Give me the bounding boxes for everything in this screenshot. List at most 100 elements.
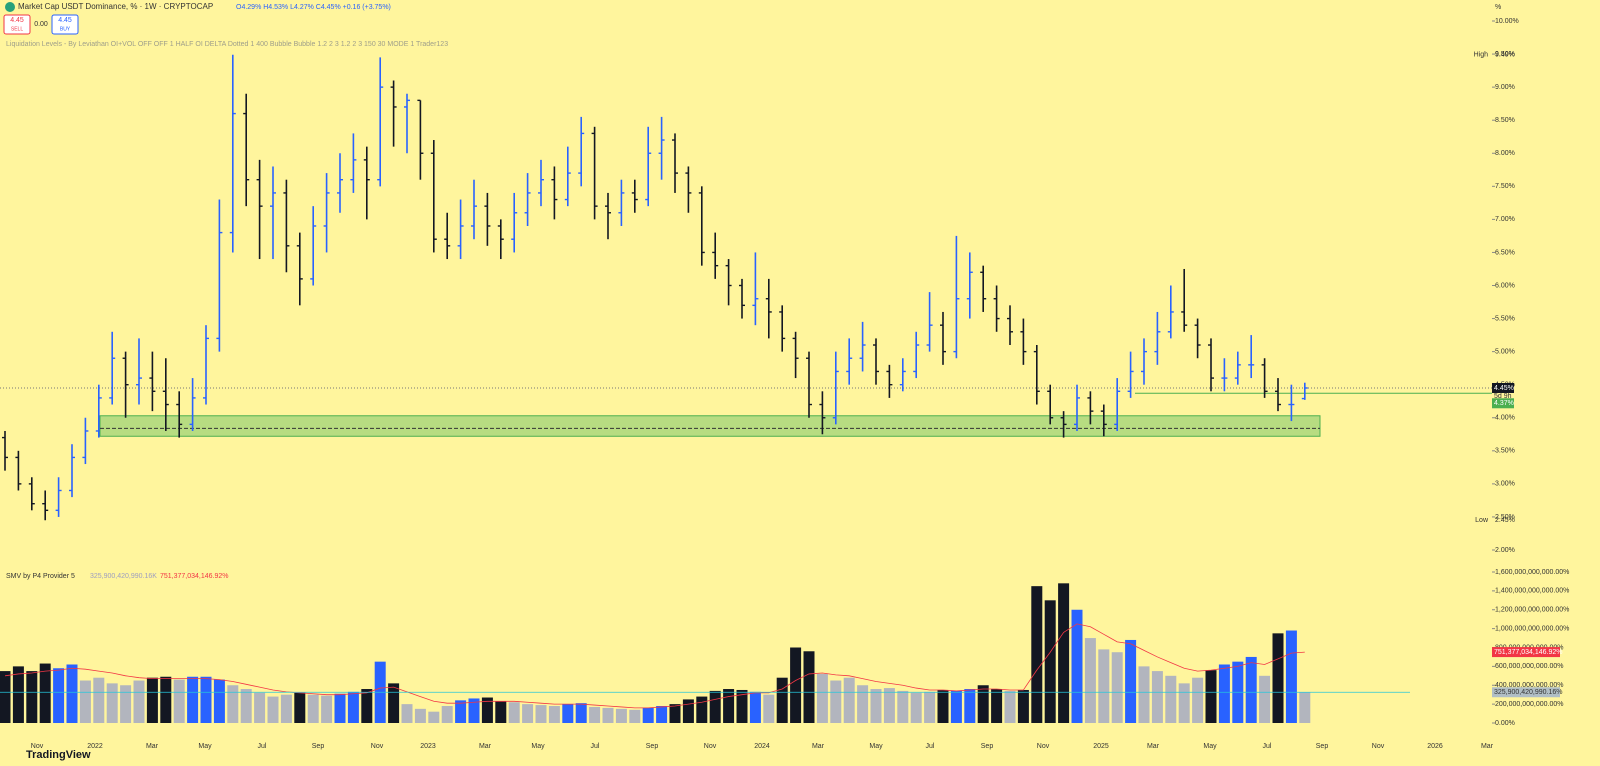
volume-bar (991, 689, 1003, 723)
y-tick-label: 7.00% (1495, 216, 1515, 223)
y-tick-label: 5.50% (1495, 315, 1515, 322)
y-tick-label: 6.50% (1495, 249, 1515, 256)
x-tick-label: Jul (591, 743, 600, 750)
brand: TradingView (26, 749, 91, 761)
x-tick-label: May (1203, 743, 1217, 750)
x-tick-label: May (869, 743, 883, 750)
x-tick-label: Nov (371, 743, 384, 750)
volume-bar (267, 696, 279, 723)
x-tick-label: Sep (646, 743, 659, 750)
x-tick-label: 2022 (87, 743, 103, 750)
buy-button[interactable] (51, 14, 79, 35)
volume-bar (1205, 670, 1217, 723)
volume-bar (39, 663, 51, 723)
x-tick-label: Sep (312, 743, 325, 750)
volume-bar (910, 692, 922, 723)
volume-bar (723, 689, 735, 723)
volume-bar (187, 676, 199, 723)
v-tick-label: 1,400,000,000,000.00% (1495, 588, 1569, 595)
low-name: Low (1475, 517, 1489, 524)
volume-bar (441, 706, 453, 723)
ma-marker-bg (1492, 647, 1560, 658)
volume-bar (1084, 638, 1096, 723)
volume-bar (696, 696, 708, 723)
buy-price: 4.45 (58, 17, 72, 24)
x-tick-label: 2023 (420, 743, 436, 750)
volume-bar (1259, 675, 1271, 723)
buy-label: BUY (60, 26, 71, 32)
volume-bar (629, 709, 641, 723)
y-tick-label: 8.50% (1495, 117, 1515, 124)
x-tick-label: 2025 (1093, 743, 1109, 750)
volume-bar (334, 693, 346, 723)
ohlc-legend: O4.29% H4.53% L4.27% C4.45% +0.16 (+3.75… (236, 4, 391, 11)
sell-button[interactable] (3, 14, 31, 35)
volume-bar (428, 711, 440, 723)
v-tick-label: 1,600,000,000,000.00% (1495, 569, 1569, 576)
volume-bar (307, 694, 319, 723)
volume-bar (924, 691, 936, 723)
volume-legend: 325,900,420,990.16K (90, 573, 157, 580)
volume-bar (294, 692, 306, 723)
indicator-title: Liquidation Levels - By Leviathan OI+VOL… (6, 41, 448, 48)
volume-bar (1245, 656, 1257, 723)
volume-bar (347, 691, 359, 723)
x-tick-label: Jul (926, 743, 935, 750)
y-tick-label: 2.50% (1495, 514, 1515, 521)
v-tick-label: 1,000,000,000,000.00% (1495, 625, 1569, 632)
x-tick-label: Jul (1263, 743, 1272, 750)
volume-ma (4, 623, 1305, 709)
v-tick-label: 400,000,000,000.00% (1495, 682, 1564, 689)
volume-bar (106, 683, 118, 723)
x-tick-label: Sep (1316, 743, 1329, 750)
volume-bar (495, 701, 507, 723)
volume-bar (53, 668, 65, 723)
volume-bar (656, 706, 668, 723)
volume-bar (146, 677, 158, 723)
volume-bar (776, 677, 788, 723)
y-tick-label: 7.50% (1495, 183, 1515, 190)
volume-bar (548, 706, 560, 723)
volume-bar (602, 707, 614, 723)
x-tick-label: Mar (146, 743, 159, 750)
plot-bg (4, 0, 1512, 766)
volume-bar (455, 700, 467, 723)
volume-bar (0, 671, 11, 723)
x-tick-label: 2024 (754, 743, 770, 750)
volume-bar (1111, 652, 1123, 723)
volume-bar (562, 704, 574, 723)
volume-bar (870, 689, 882, 723)
volume-bar (388, 683, 400, 723)
axis-unit: % (1495, 4, 1501, 11)
volume-bar (830, 680, 842, 723)
volume-bar (93, 677, 105, 723)
last-price-bg (1492, 382, 1514, 393)
volume-bar (964, 689, 976, 723)
y-tick-label: 9.50% (1495, 51, 1515, 58)
volume-bar (897, 690, 909, 723)
ma-marker: 751,377,034,146.92% (1494, 649, 1563, 656)
volume-bar (763, 694, 775, 723)
y-tick-label: 9.00% (1495, 84, 1515, 91)
sell-price: 4.45 (10, 17, 24, 24)
volume-bar (1071, 609, 1083, 723)
symbol-icon (5, 2, 15, 12)
volume-bar (1178, 683, 1190, 723)
volume-bar (1138, 666, 1150, 723)
volume-bar (66, 664, 78, 723)
volume-bar (1044, 600, 1056, 723)
sell-label: SELL (11, 26, 23, 32)
volume-bar (227, 685, 239, 723)
volume-bar (843, 677, 855, 723)
y-tick-label: 2.00% (1495, 547, 1515, 554)
volume-bar (790, 647, 802, 723)
x-tick-label: May (531, 743, 545, 750)
x-tick-label: Mar (479, 743, 492, 750)
volume-bar (682, 699, 694, 723)
volume-bar (200, 676, 212, 723)
liquidation-zone (99, 415, 1321, 437)
volume-bar (522, 704, 534, 723)
y-tick-label: 3.50% (1495, 448, 1515, 455)
